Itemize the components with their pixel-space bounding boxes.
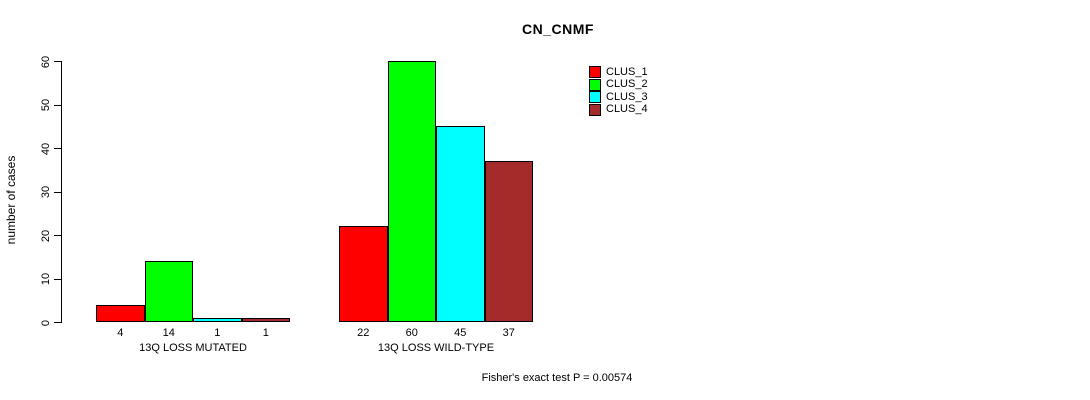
bar-value-label: 45 <box>454 327 467 339</box>
y-tick-label: 20 <box>40 229 52 242</box>
y-tick-mark <box>54 148 61 149</box>
legend-swatch-clus_3 <box>589 91 601 103</box>
y-tick-label: 50 <box>40 98 52 112</box>
legend-label: CLUS_1 <box>606 65 648 78</box>
bar-clus_4-group1 <box>241 317 290 322</box>
y-tick-mark <box>54 104 61 106</box>
y-axis-label: number of cases <box>4 155 18 245</box>
bar-clus_3-group2 <box>436 126 485 322</box>
legend-label: CLUS_2 <box>606 78 648 90</box>
legend-swatch-clus_2 <box>589 78 601 91</box>
chart-title: CN_CNMF <box>522 21 594 37</box>
legend-swatch-clus_4 <box>589 103 601 116</box>
y-tick-mark <box>54 322 61 323</box>
y-tick-mark <box>54 278 61 280</box>
bar-clus_3-group1 <box>193 317 242 322</box>
category-label: 13Q LOSS MUTATED <box>139 342 247 354</box>
y-tick-label: 40 <box>40 142 52 155</box>
y-tick-label: 60 <box>40 55 52 68</box>
legend-label: CLUS_3 <box>606 90 648 103</box>
bar-value-label: 22 <box>357 327 370 339</box>
y-tick-mark <box>54 235 61 236</box>
bar-value-label: 60 <box>405 327 418 339</box>
y-tick-label: 0 <box>40 319 52 326</box>
bar-value-label: 4 <box>117 327 124 339</box>
bar-value-label: 1 <box>214 327 221 339</box>
bar-clus_1-group2 <box>339 226 388 322</box>
y-tick-label: 10 <box>40 272 52 286</box>
bar-value-label: 37 <box>502 327 515 339</box>
bar-clus_4-group2 <box>484 161 533 322</box>
bar-clus_2-group1 <box>144 261 193 322</box>
y-tick-mark <box>54 61 61 62</box>
bar-clus_2-group2 <box>387 61 436 322</box>
y-axis-line <box>61 61 62 323</box>
stat-annotation: Fisher's exact test P = 0.00574 <box>481 372 633 384</box>
bar-value-label: 14 <box>162 327 175 339</box>
legend-swatch-clus_1 <box>589 66 601 78</box>
legend-label: CLUS_4 <box>606 103 648 115</box>
bar-value-label: 1 <box>262 327 269 339</box>
category-label: 13Q LOSS WILD-TYPE <box>377 342 495 354</box>
bar-clus_1-group1 <box>96 304 145 322</box>
y-tick-label: 30 <box>40 185 52 199</box>
y-tick-mark <box>54 191 61 193</box>
